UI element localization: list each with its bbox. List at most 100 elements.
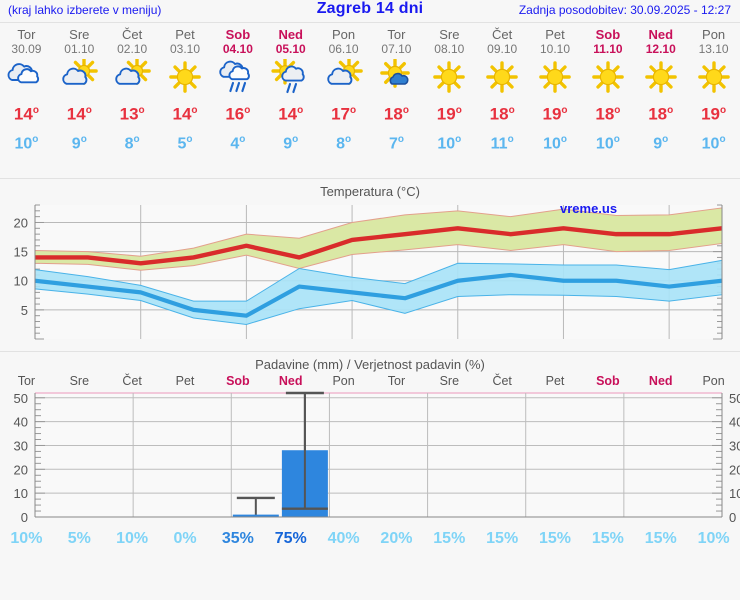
last-updated: Zadnja posodobitev: 30.09.2025 - 12:27 — [518, 3, 731, 17]
day-name: Ned — [648, 27, 674, 42]
day-name: Pet — [175, 27, 195, 42]
temp-max: 19o — [701, 104, 727, 124]
temperature-chart-title: Temperatura (°C) — [0, 179, 740, 201]
sunny-icon — [581, 56, 634, 98]
precipitation-chart-title-text: Padavine (mm) / Verjetnost padavin (%) — [255, 356, 485, 372]
svg-text:50: 50 — [14, 391, 28, 406]
sunny-icon — [423, 56, 476, 98]
temp-max: 17o — [331, 104, 357, 124]
day-date: 06.10 — [328, 42, 359, 56]
sunny-icon — [476, 56, 529, 98]
day-name: Tor — [387, 27, 406, 42]
temp-min: 10o — [543, 133, 567, 152]
svg-text:10: 10 — [14, 274, 28, 289]
svg-text:15: 15 — [14, 245, 28, 260]
day-date: 04.10 — [222, 42, 253, 56]
day-name: Pon — [332, 27, 356, 42]
forecast-day-column[interactable]: Čet 09.10 18o 11o — [476, 27, 529, 156]
forecast-day-column[interactable]: Ned 12.10 18o 9o — [634, 27, 687, 156]
temp-max: 14o — [13, 104, 39, 124]
forecast-day-column[interactable]: Pet 03.10 14o 5o — [159, 27, 212, 156]
temperature-chart: Temperatura (°C) 5 10 15 20 vreme.us — [0, 179, 740, 351]
sunny-icon — [687, 56, 740, 98]
forecast-day-column[interactable]: Pet 10.10 19o 10o — [529, 27, 582, 156]
sunny-icon — [159, 56, 212, 98]
partly-sunny-icon — [53, 56, 106, 98]
temp-max: 19o — [542, 104, 568, 124]
precip-day-label: Sre — [439, 373, 460, 388]
day-name: Tor — [17, 27, 36, 42]
precip-day-label: Čet — [492, 373, 512, 388]
temp-precip-divider — [0, 350, 740, 352]
sunny-icon — [529, 56, 582, 98]
precip-probability: 5% — [67, 529, 91, 547]
precip-probability: 15% — [644, 529, 677, 547]
temp-max: 13o — [119, 104, 145, 124]
precip-day-label: Tor — [387, 373, 406, 388]
day-date: 02.10 — [117, 42, 148, 56]
precip-probability: 75% — [274, 529, 307, 547]
temp-min: 10o — [437, 133, 462, 152]
svg-text:40: 40 — [14, 415, 28, 430]
temp-max: 14o — [172, 104, 198, 124]
temp-max: 14o — [66, 104, 92, 124]
forecast-day-column[interactable]: Pon 06.10 17o 8o — [317, 27, 370, 156]
day-name: Sob — [225, 27, 251, 42]
precipitation-plot: 0 0 10 10 20 20 30 30 40 40 50 50 — [14, 391, 740, 524]
forecast-day-column[interactable]: Pon 13.10 19o 10o — [687, 27, 740, 156]
forecast-day-column[interactable]: Tor 30.09 14o 10o — [0, 27, 53, 156]
location-hint: (kraj lahko izberete v meniju) — [8, 3, 162, 17]
precip-day-label: Pon — [332, 373, 355, 388]
day-date: 08.10 — [434, 42, 465, 56]
forecast-day-column[interactable]: Čet 02.10 13o 8o — [106, 27, 159, 156]
precipitation-chart: Padavine (mm) / Verjetnost padavin (%) T… — [0, 352, 740, 550]
forecast-day-column[interactable]: Sre 08.10 19o 10o — [423, 27, 476, 156]
temp-min: 10o — [595, 133, 620, 152]
day-date: 09.10 — [487, 42, 518, 56]
temp-min: 9o — [71, 133, 87, 152]
precip-day-label: Ned — [648, 373, 673, 388]
precip-probability: 15% — [591, 529, 624, 547]
day-name: Ned — [278, 27, 303, 42]
temp-min: 10o — [701, 133, 726, 152]
day-date: 01.10 — [64, 42, 95, 56]
day-date: 13.10 — [698, 42, 729, 56]
page-header: (kraj lahko izberete v meniju) Zagreb 14… — [0, 0, 740, 22]
header-divider — [0, 22, 740, 23]
forecast-day-column[interactable]: Sob 04.10 16o 4o — [211, 27, 264, 156]
day-date: 30.09 — [11, 42, 42, 56]
precip-probability: 35% — [221, 529, 254, 547]
precip-day-label: Čet — [122, 373, 142, 388]
temp-max: 19o — [436, 104, 462, 124]
temp-min: 8o — [336, 133, 352, 152]
temperature-chart-title-text: Temperatura (°C) — [320, 183, 420, 199]
precipitation-probability-row: 10% 5% 10% 0% 35% 75% 40% 20% 15% 15% 15% 15% 15% 10% — [0, 530, 740, 548]
forecast-day-column[interactable]: Sre 01.10 14o 9o — [53, 27, 106, 156]
temp-max: 18o — [595, 104, 621, 124]
temp-max: 18o — [383, 104, 409, 124]
precip-day-label: Ned — [278, 373, 303, 388]
forecast-day-column[interactable]: Tor 07.10 18o 7o — [370, 27, 423, 156]
temp-max: 18o — [489, 104, 515, 124]
precip-probability: 10% — [116, 529, 149, 547]
forecast-day-column[interactable]: Sob 11.10 18o 10o — [581, 27, 634, 156]
svg-text:30: 30 — [14, 438, 28, 453]
svg-text:20: 20 — [14, 462, 28, 477]
day-date: 05.10 — [275, 42, 306, 56]
sun-small-cloud-icon — [370, 56, 423, 98]
forecast-day-column[interactable]: Ned 05.10 14o 9o — [264, 27, 317, 156]
forecast-day-strip: Tor 30.09 14o 10o Sre 01.10 14o 9o Čet 02.… — [0, 23, 740, 156]
svg-text:10: 10 — [729, 486, 740, 501]
svg-text:5: 5 — [21, 303, 28, 318]
temp-min: 10o — [14, 133, 39, 152]
temp-min: 11o — [490, 133, 514, 152]
precip-day-label: Sre — [69, 373, 90, 388]
svg-text:20: 20 — [14, 215, 28, 230]
precip-day-label: Pet — [175, 373, 195, 388]
partly-sunny-icon — [317, 56, 370, 98]
temp-min: 9o — [283, 133, 299, 152]
page-title: Zagreb 14 dni — [316, 0, 424, 17]
day-name: Čet — [122, 27, 143, 42]
day-name: Pet — [545, 27, 565, 42]
watermark-label: vreme.us — [560, 200, 618, 216]
